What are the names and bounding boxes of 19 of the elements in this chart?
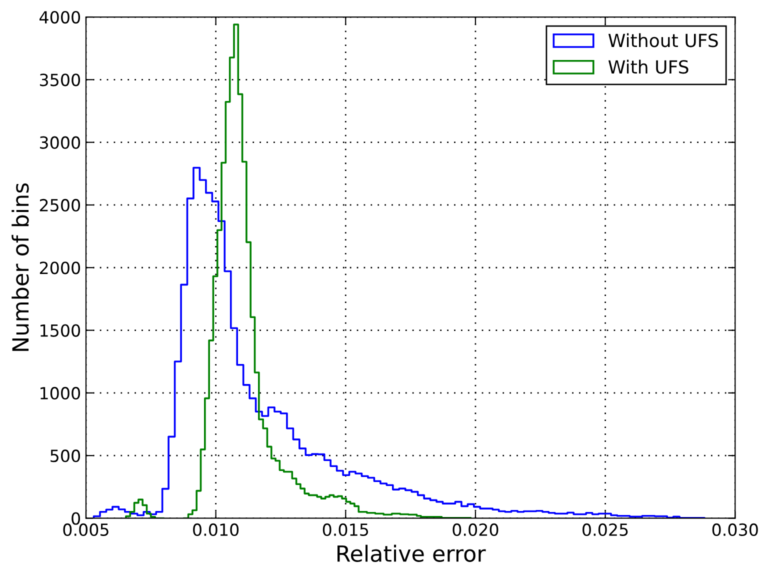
x-axis-title: Relative error: [338, 544, 486, 562]
y-tick-label: 2000: [40, 262, 80, 274]
x-tick-label: 0.005: [63, 523, 108, 536]
y-tick-label: 4000: [40, 10, 80, 24]
y-tick-label: 2500: [40, 198, 80, 212]
y-tick-label: 1000: [40, 386, 80, 400]
y-tick-label: 3500: [40, 74, 80, 86]
x-tick-label: 0.025: [582, 523, 628, 536]
legend-label: With UFS: [608, 60, 688, 74]
x-tick-label: 0.020: [452, 523, 498, 536]
y-tick-label: 0: [72, 512, 80, 525]
y-axis-title: Number of bins: [12, 183, 29, 351]
legend-label: Without UFS: [608, 33, 718, 48]
y-tick-label: 3000: [40, 136, 80, 149]
x-tick-label: 0.015: [322, 523, 368, 536]
y-tick-label: 1500: [40, 324, 80, 337]
x-tick-label: 0.010: [193, 523, 239, 536]
x-tick-label: 0.030: [712, 523, 758, 536]
y-tick-label: 500: [50, 450, 80, 462]
